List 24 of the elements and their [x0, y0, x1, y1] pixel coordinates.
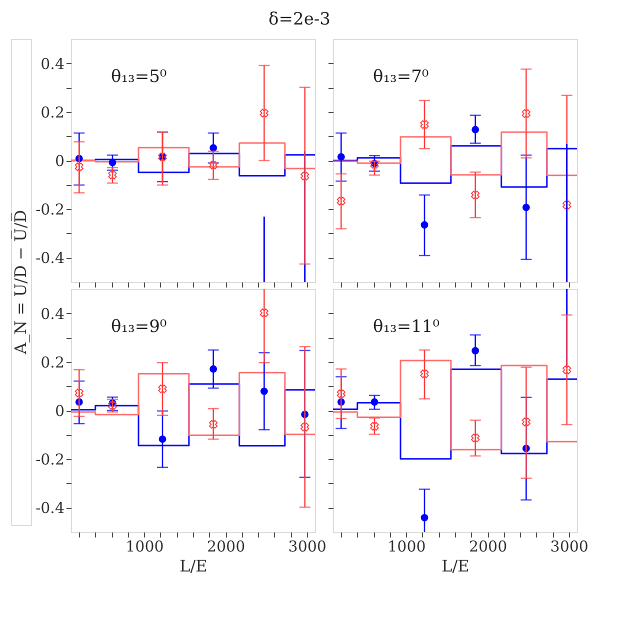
y-tick-label: -0.2: [36, 450, 64, 469]
y-tick-label: 0.4: [40, 304, 64, 323]
y-tick-label: 0: [54, 402, 64, 420]
x-axis-title: L/E: [180, 556, 208, 576]
annotation: θ₁₃=7⁰: [373, 67, 429, 87]
x-tick-label: 1000: [126, 538, 164, 556]
annotation: θ₁₃=5⁰: [111, 67, 167, 87]
x-axis-title: L/E: [442, 556, 470, 576]
y-tick-label: 0.4: [40, 54, 64, 73]
x-tick-label: 2000: [468, 538, 508, 556]
y-tick-label: 0.2: [40, 353, 64, 372]
annotation: θ₁₃=11⁰: [373, 317, 440, 337]
y-tick-label: 0: [54, 152, 64, 170]
y-tick-label: 0.2: [40, 103, 64, 122]
x-tick-label: 3000: [550, 538, 588, 556]
y-tick-label: -0.4: [36, 249, 64, 268]
y-tick-label: -0.4: [36, 499, 64, 518]
y-tick-label: -0.2: [36, 200, 64, 219]
x-tick-label: 1000: [388, 538, 426, 556]
y-axis-title: A_N = U/D − U̅/D̅: [10, 210, 30, 356]
chart-title: δ=2e-3: [268, 10, 330, 30]
annotation: θ₁₃=9⁰: [111, 317, 167, 337]
x-tick-label: 2000: [206, 538, 246, 556]
x-tick-label: 3000: [288, 538, 326, 556]
